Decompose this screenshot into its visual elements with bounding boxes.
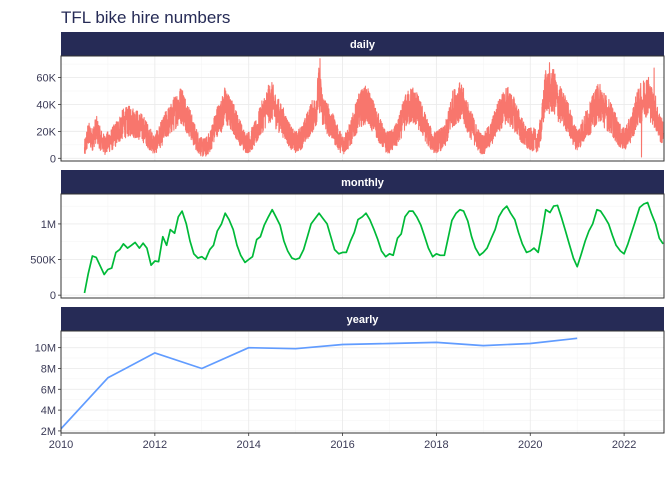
series-group-daily [83,58,664,158]
x-tick-label: 2022 [612,439,636,451]
panel-border-yearly [60,330,665,434]
y-tick-label: 1M [41,219,56,231]
series-group-monthly [83,201,664,294]
panel-daily: daily 0 20K 40K 60K [36,32,665,165]
y-tick-label: 20K [36,126,56,138]
x-tick-label: 2018 [424,439,448,451]
y-tick-label: 60K [36,73,56,85]
y-tick-label: 500K [30,255,56,267]
panels-layer: daily 0 20K 40K 60K monthly 0 500K 1M yearly 2M 4M 6… [30,32,665,438]
x-tick-label: 2010 [49,439,73,451]
x-tick-label: 2012 [143,439,167,451]
facet-strip-label: monthly [341,177,385,189]
series-line-yearly [61,337,578,430]
x-tick-label: 2016 [330,439,354,451]
chart-title: TFL bike hire numbers [61,8,230,27]
facet-strip-label: daily [350,39,376,51]
y-tick-label: 6M [41,384,56,396]
y-tick-label: 40K [36,99,56,111]
series-line-monthly [83,201,664,294]
x-tick-label: 2020 [518,439,542,451]
series-group-yearly [61,337,578,430]
y-tick-label: 0 [50,290,56,302]
x-tick-label: 2014 [236,439,260,451]
y-tick-label: 4M [41,405,56,417]
panel-yearly: yearly 2M 4M 6M 8M 10M [35,307,665,438]
x-axis: 2010 2012 2014 2016 2018 2020 2022 [49,433,636,451]
y-tick-label: 0 [50,153,56,165]
facet-strip-daily [61,32,664,56]
y-tick-label: 8M [41,363,56,375]
panel-monthly: monthly 0 500K 1M [30,170,665,302]
facet-strip-label: yearly [347,314,380,326]
y-tick-label: 2M [41,426,56,438]
y-tick-label: 10M [35,343,56,355]
facet-strip-monthly [61,170,664,194]
facet-strip-yearly [61,307,664,331]
panel-border-monthly [60,193,665,299]
series-line-daily [83,58,664,158]
panel-border-daily [60,55,665,162]
